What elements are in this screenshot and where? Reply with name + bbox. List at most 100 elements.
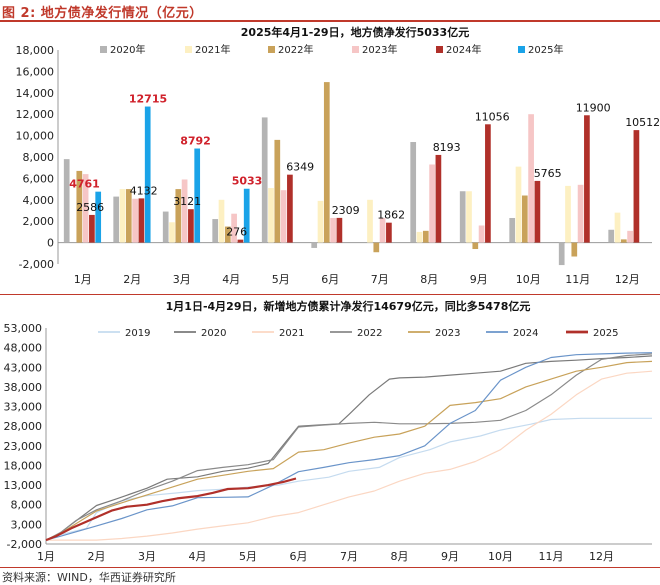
bar: [509, 217, 516, 243]
data-label-2024: 6349: [286, 161, 314, 174]
bar: [224, 226, 231, 243]
middle-rule: [0, 294, 660, 295]
x-tick-label: 5月: [272, 273, 290, 286]
bar: [528, 114, 534, 243]
x-tick-label: 7月: [371, 273, 389, 286]
x-tick-label: 12月: [589, 550, 614, 563]
data-label-2025: 12715: [129, 93, 167, 106]
bar: [416, 231, 423, 243]
series-line-2019: [45, 417, 652, 541]
line-chart-title: 1月1日-4月29日，新增地方债累计净发行14679亿元，同比多5478亿元: [166, 299, 531, 313]
legend-label: 2025: [593, 328, 618, 339]
legend-swatch: [352, 46, 359, 53]
legend-label: 2022年: [278, 43, 313, 56]
x-tick-label: 9月: [470, 273, 488, 286]
bar: [336, 217, 343, 243]
bar: [466, 191, 472, 243]
series-line-2021: [46, 370, 653, 541]
x-tick-label: 11月: [539, 550, 564, 563]
legend-label: 2023: [435, 328, 460, 339]
y-tick-label: -2,000: [19, 258, 54, 271]
bar: [218, 199, 225, 243]
data-label-2024: 276: [226, 226, 247, 239]
x-tick-label: 12月: [615, 273, 640, 286]
bar: [194, 148, 201, 243]
legend-label: 2020年: [110, 43, 145, 56]
x-tick-label: 9月: [441, 550, 459, 563]
bar: [113, 196, 120, 243]
y-tick-label: 16,000: [16, 65, 55, 78]
series-line-2022: [45, 353, 653, 541]
y-tick-label: 4,000: [23, 194, 55, 207]
data-label-2025: 5033: [232, 175, 263, 188]
y-tick-label: 10,000: [16, 130, 55, 143]
y-tick-label: 3,000: [11, 518, 43, 531]
series-line-2023: [45, 360, 653, 541]
bar: [558, 242, 565, 266]
x-tick-label: 4月: [189, 550, 207, 563]
bar: [459, 191, 466, 243]
bar: [534, 180, 541, 243]
x-tick-label: 4月: [222, 273, 240, 286]
bar: [565, 185, 571, 243]
data-label-2024: 11056: [475, 110, 510, 123]
y-tick-label: 38,000: [4, 381, 43, 394]
x-tick-label: 3月: [138, 550, 156, 563]
legend-swatch: [185, 46, 192, 53]
bar: [515, 166, 522, 243]
line-chart-cumulative-net-issuance: 1月1日-4月29日，新增地方债累计净发行14679亿元，同比多5478亿元 -2…: [4, 299, 653, 563]
x-tick-label: 10月: [516, 273, 541, 286]
y-tick-label: 28,000: [4, 420, 43, 433]
legend-label: 2024: [513, 328, 538, 339]
bar: [138, 198, 145, 243]
bar: [620, 239, 627, 243]
bar: [317, 200, 324, 243]
bar: [577, 184, 584, 243]
bar: [311, 242, 318, 248]
x-tick-label: 8月: [420, 273, 438, 286]
bar: [485, 124, 491, 243]
bar: [237, 239, 244, 243]
top-rule: [0, 20, 660, 22]
bar: [212, 219, 219, 243]
data-label-2025: 8792: [180, 135, 211, 148]
bar: [287, 174, 293, 243]
y-tick-label: 43,000: [4, 361, 43, 374]
x-tick-label: 2月: [88, 550, 106, 563]
legend-label: 2021年: [195, 43, 230, 56]
data-label-2024: 2309: [332, 204, 360, 217]
data-label-2024: 2586: [76, 201, 104, 214]
x-tick-label: 10月: [488, 550, 513, 563]
bar: [95, 191, 102, 243]
bar: [119, 189, 126, 243]
bar: [243, 188, 250, 243]
x-tick-label: 11月: [565, 273, 590, 286]
legend-label: 2021: [279, 328, 304, 339]
series-line-2020: [45, 355, 653, 541]
legend-swatch: [100, 46, 107, 53]
x-tick-label: 6月: [290, 550, 308, 563]
bar: [89, 214, 95, 243]
bar: [188, 209, 194, 243]
data-label-2025: 4761: [69, 178, 100, 191]
bar: [367, 199, 373, 243]
y-tick-label: 53,000: [4, 322, 43, 335]
bar: [231, 213, 237, 243]
legend-label: 2020: [201, 328, 226, 339]
y-tick-label: 18,000: [16, 44, 55, 57]
series-line-2024: [45, 352, 653, 541]
bar: [435, 154, 442, 243]
y-tick-label: 12,000: [16, 108, 55, 121]
x-tick-label: 1月: [37, 550, 55, 563]
legend-swatch: [436, 46, 443, 53]
legend-label: 2024年: [446, 43, 481, 56]
bar: [584, 115, 590, 243]
bar-chart-title: 2025年4月1-29日，地方债净发行5033亿元: [241, 25, 469, 39]
y-tick-label: 6,000: [23, 172, 55, 185]
legend-label: 2023年: [362, 43, 397, 56]
bar: [478, 225, 485, 243]
data-label-2024: 8193: [433, 141, 461, 154]
bar: [323, 82, 330, 243]
bar: [521, 195, 528, 243]
bar: [125, 189, 132, 243]
